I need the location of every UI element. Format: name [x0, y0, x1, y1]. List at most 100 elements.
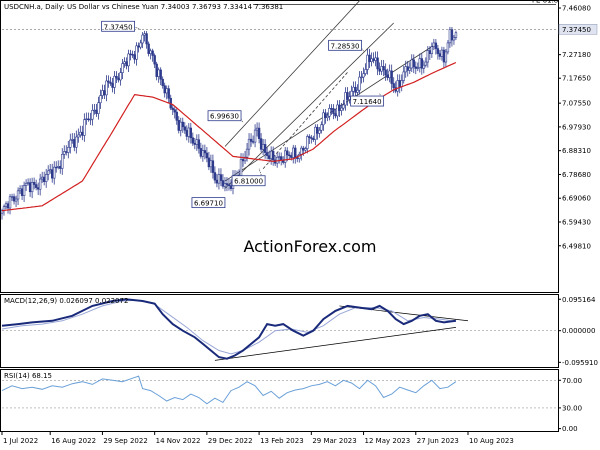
candle [420, 53, 424, 75]
candle [436, 44, 440, 60]
candle [362, 67, 365, 83]
candle [322, 109, 325, 131]
candle [318, 126, 321, 138]
candle [263, 139, 267, 159]
candle [259, 133, 263, 153]
candle [247, 133, 251, 156]
candle [211, 154, 215, 179]
candle [109, 76, 112, 86]
candle [46, 165, 50, 181]
rsi-line [1, 375, 457, 405]
candle [141, 32, 144, 49]
candle [191, 132, 195, 146]
candle [121, 58, 124, 79]
candle [75, 130, 78, 154]
macd-pane-title: MACD(12,26,9) 0.026097 0.022072 [4, 297, 128, 305]
candle [69, 133, 72, 154]
price-tick-label: 7.07550 [562, 100, 591, 108]
price-tick-label: 7.46080 [562, 5, 591, 13]
candle [265, 147, 269, 160]
price-annotation: 6.81000 [231, 175, 266, 187]
annotation-leader [132, 26, 141, 30]
candle [171, 104, 174, 115]
candle [376, 51, 379, 76]
candle [364, 63, 367, 76]
candle [249, 133, 253, 147]
candle [119, 67, 122, 86]
price-tick-label: 7.17650 [562, 75, 591, 83]
price-annotation: 6.99630 [207, 110, 242, 122]
candle [444, 48, 448, 68]
candle [205, 147, 209, 163]
candle [227, 178, 231, 191]
candle [354, 81, 357, 99]
candle [304, 146, 307, 153]
rsi-tick-label: 30.00 [562, 404, 582, 412]
price-pane[interactable] [0, 0, 559, 293]
macd-main-line [1, 298, 457, 360]
candle [113, 71, 116, 94]
current-price-tag [558, 24, 598, 35]
rsi-tick-label: 70.00 [562, 377, 582, 385]
x-tick-label: 10 Aug 2023 [469, 437, 514, 445]
svg-text:7.11640: 7.11640 [353, 98, 382, 106]
candle [139, 39, 142, 50]
rsi-tick-label: 0.00 [562, 425, 578, 433]
candle [135, 42, 138, 66]
price-pane-title: USDCNH.a, Daily: US Dollar vs Chinese Yu… [4, 3, 283, 11]
candle [219, 168, 223, 187]
macd-tick-label: 0.095164 [562, 296, 596, 304]
candle [153, 53, 156, 68]
candle [91, 104, 94, 126]
candle [30, 177, 34, 199]
watermark: ActionForex.com [243, 237, 376, 256]
candle [127, 49, 130, 72]
candle [253, 124, 257, 148]
projection-line [262, 72, 348, 169]
candle [145, 31, 148, 49]
candle [16, 187, 20, 206]
candle [83, 113, 86, 142]
price-annotation: 6.69710 [191, 197, 226, 209]
candle [356, 84, 359, 96]
candle [360, 70, 363, 84]
svg-text:7.28530: 7.28530 [331, 42, 360, 50]
rsi-pane[interactable] [0, 369, 559, 432]
candle [324, 109, 327, 124]
candle [424, 57, 428, 68]
candle [181, 117, 184, 133]
candle [197, 134, 201, 154]
x-tick-label: 14 Nov 2022 [156, 437, 201, 445]
fibonacci-label: FE 61.8 [532, 0, 558, 4]
candle [326, 112, 329, 122]
candle [310, 135, 313, 144]
x-tick-label: 29 Sep 2022 [103, 437, 147, 445]
candle [213, 166, 217, 184]
candle [332, 104, 335, 120]
candle [151, 48, 154, 62]
price-annotation: 7.37450 [101, 20, 135, 32]
candle [408, 62, 411, 74]
candle [8, 194, 12, 215]
candle [286, 147, 289, 162]
x-tick-label: 13 Feb 2023 [260, 437, 304, 445]
candle [426, 46, 430, 68]
annotation-leader [359, 45, 364, 52]
candle [384, 63, 387, 81]
candle [452, 35, 456, 45]
x-tick-label: 12 May 2023 [365, 437, 411, 445]
candle [271, 146, 275, 166]
candle [173, 105, 176, 119]
candle [390, 64, 393, 90]
candle [38, 173, 42, 196]
x-tick-label: 1 Jul 2022 [3, 437, 38, 445]
candle [203, 144, 207, 160]
candle [14, 195, 18, 208]
price-tick-label: 7.27180 [562, 51, 591, 59]
svg-text:6.99630: 6.99630 [210, 113, 239, 121]
candle [430, 42, 434, 58]
candle [183, 122, 186, 134]
price-tick-label: 6.78680 [562, 171, 591, 179]
candle [306, 134, 309, 154]
